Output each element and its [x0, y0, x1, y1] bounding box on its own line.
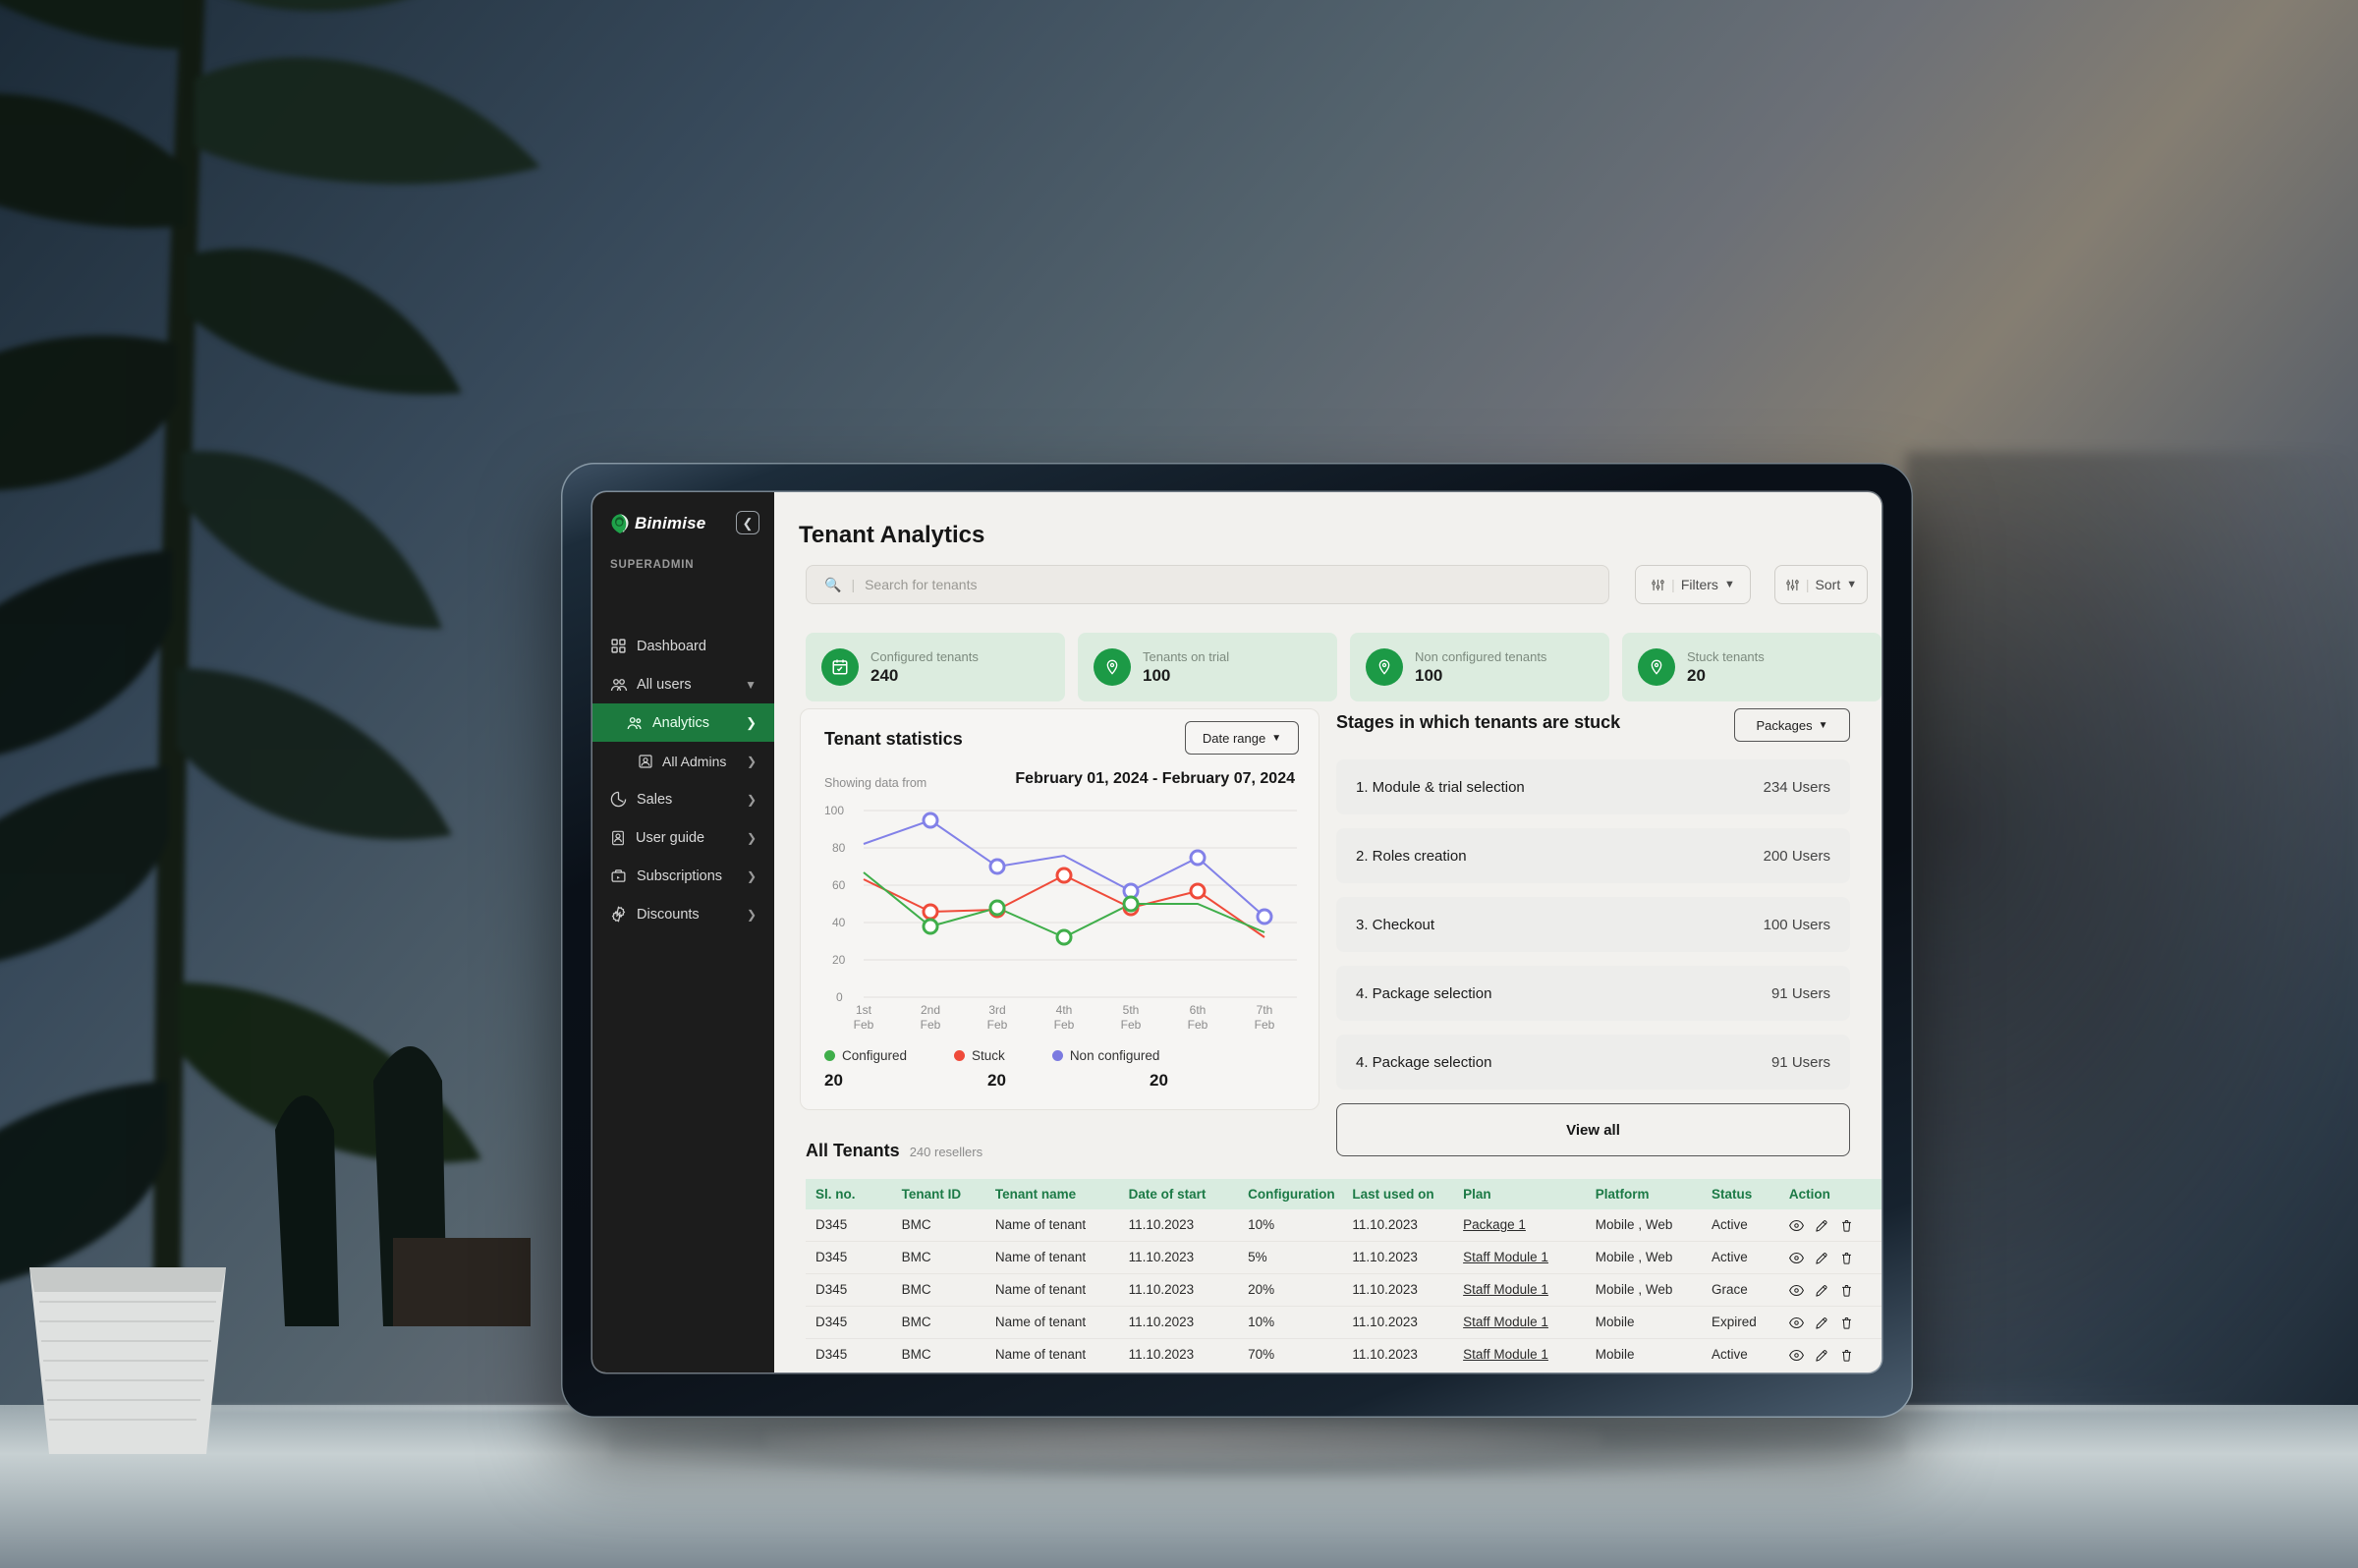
svg-text:100: 100 [824, 804, 844, 817]
svg-text:40: 40 [832, 916, 846, 929]
svg-text:20: 20 [832, 953, 846, 967]
svg-text:60: 60 [832, 878, 846, 892]
svg-text:3rd: 3rd [988, 1003, 1005, 1017]
svg-text:5th: 5th [1123, 1003, 1140, 1017]
svg-text:0: 0 [836, 990, 843, 1004]
svg-text:4th: 4th [1056, 1003, 1073, 1017]
svg-text:Feb: Feb [1188, 1018, 1208, 1032]
svg-text:6th: 6th [1190, 1003, 1207, 1017]
svg-text:Feb: Feb [1054, 1018, 1075, 1032]
svg-text:Feb: Feb [1255, 1018, 1275, 1032]
svg-text:Feb: Feb [1121, 1018, 1142, 1032]
svg-text:Feb: Feb [921, 1018, 941, 1032]
svg-text:80: 80 [832, 841, 846, 855]
svg-text:1st: 1st [856, 1003, 872, 1017]
svg-text:2nd: 2nd [921, 1003, 940, 1017]
svg-text:Feb: Feb [987, 1018, 1008, 1032]
svg-text:7th: 7th [1257, 1003, 1273, 1017]
svg-text:Feb: Feb [854, 1018, 874, 1032]
